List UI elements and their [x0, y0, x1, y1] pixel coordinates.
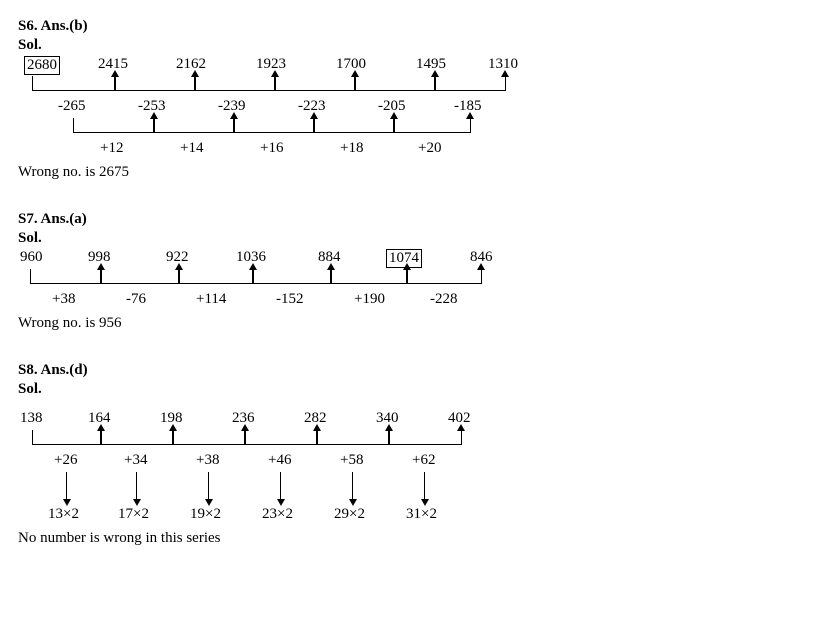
bracket [252, 269, 332, 284]
s6-diffs-1: -265-253-239-223-205-185 [18, 98, 809, 118]
bracket [434, 76, 506, 91]
solution-s8: S8. Ans.(d) Sol. 138164198236282340402 +… [18, 362, 809, 547]
s8-brackets-1 [18, 430, 809, 452]
diff-label: +14 [180, 140, 203, 157]
bracket [114, 76, 196, 91]
s7-diffs-1: +38 -76 +114 -152 +190 -228 [18, 291, 809, 311]
arrow-down-icon [208, 472, 209, 500]
bracket [354, 76, 436, 91]
arrow-down-icon [424, 472, 425, 500]
arrow-up-icon [477, 263, 485, 270]
bracket [100, 430, 174, 445]
diff-label: +34 [124, 452, 147, 469]
arrow-down-icon [66, 472, 67, 500]
bracket [313, 118, 395, 133]
bracket [316, 430, 390, 445]
bracket [233, 118, 315, 133]
arrow-up-icon [466, 112, 474, 119]
s7-wrong: Wrong no. is 956 [18, 315, 809, 332]
multiplier-label: 29×2 [334, 506, 365, 523]
bracket [244, 430, 318, 445]
multiplier-label: 17×2 [118, 506, 149, 523]
solution-s6: S6. Ans.(b) Sol. 26802415216219231700149… [18, 18, 809, 181]
bracket [153, 118, 235, 133]
bracket [30, 269, 102, 284]
bracket [32, 76, 116, 91]
diff-label: -228 [430, 291, 458, 308]
diff-label: +38 [196, 452, 219, 469]
bracket [73, 118, 155, 133]
s7-sol: Sol. [18, 230, 809, 247]
multiplier-label: 31×2 [406, 506, 437, 523]
series-number: 138 [20, 410, 43, 427]
diff-label: +190 [354, 291, 385, 308]
bracket [406, 269, 482, 284]
multiplier-label: 13×2 [48, 506, 79, 523]
bracket [100, 269, 180, 284]
s8-multipliers: 13×2 17×2 19×2 23×2 29×2 31×2 [18, 506, 809, 526]
s6-diffs-2: +12 +14 +16 +18 +20 [18, 140, 809, 160]
diff-label: +18 [340, 140, 363, 157]
series-number: 2680 [24, 56, 60, 75]
s8-sol: Sol. [18, 381, 809, 398]
arrow-down-icon [352, 472, 353, 500]
diff-label: -152 [276, 291, 304, 308]
s6-sol: Sol. [18, 37, 809, 54]
diff-label: +114 [196, 291, 226, 308]
solution-s7: S7. Ans.(a) Sol. 96099892210368841074846… [18, 211, 809, 332]
multiplier-label: 23×2 [262, 506, 293, 523]
diff-label: -265 [58, 98, 86, 115]
diff-label: +62 [412, 452, 435, 469]
arrow-down-icon [136, 472, 137, 500]
series-number: 960 [20, 249, 43, 266]
s8-series-row: 138164198236282340402 [18, 410, 809, 430]
bracket [172, 430, 246, 445]
s7-brackets-1 [18, 269, 809, 291]
bracket [330, 269, 408, 284]
s6-brackets-2 [18, 118, 809, 140]
diff-label: +26 [54, 452, 77, 469]
diff-label: +20 [418, 140, 441, 157]
s7-header: S7. Ans.(a) [18, 211, 809, 228]
multiplier-label: 19×2 [190, 506, 221, 523]
bracket [393, 118, 471, 133]
bracket [178, 269, 254, 284]
diff-label: +16 [260, 140, 283, 157]
bracket [388, 430, 462, 445]
diff-label: +46 [268, 452, 291, 469]
s6-wrong: Wrong no. is 2675 [18, 164, 809, 181]
s8-wrong: No number is wrong in this series [18, 530, 809, 547]
diff-label: +12 [100, 140, 123, 157]
s8-diffs-1: +26 +34 +38 +46 +58 +62 [18, 452, 809, 472]
s6-brackets-1 [18, 76, 809, 98]
s8-vertical-arrows [18, 472, 809, 506]
bracket [274, 76, 356, 91]
bracket [194, 76, 276, 91]
s6-header: S6. Ans.(b) [18, 18, 809, 35]
s7-series-row: 96099892210368841074846 [18, 249, 809, 269]
s8-header: S8. Ans.(d) [18, 362, 809, 379]
diff-label: +58 [340, 452, 363, 469]
arrow-up-icon [457, 424, 465, 431]
bracket [32, 430, 102, 445]
diff-label: +38 [52, 291, 75, 308]
diff-label: -76 [126, 291, 146, 308]
s6-series-row: 2680241521621923170014951310 [18, 56, 809, 76]
arrow-up-icon [501, 70, 509, 77]
arrow-down-icon [280, 472, 281, 500]
